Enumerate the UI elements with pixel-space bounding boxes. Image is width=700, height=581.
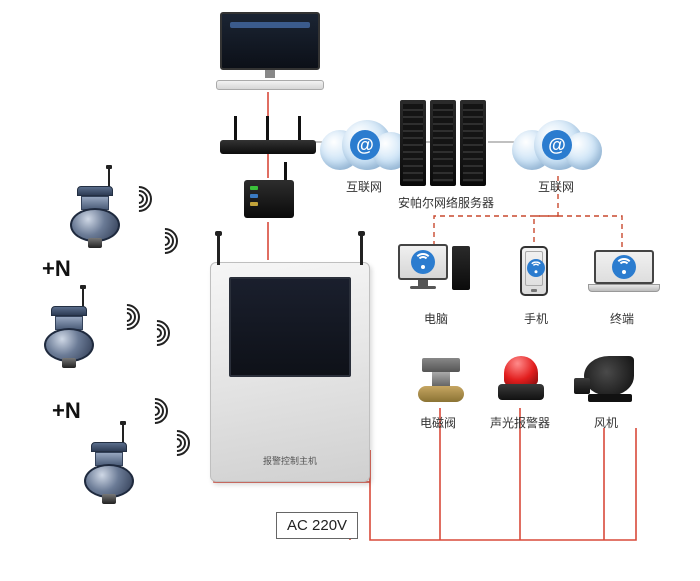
ac-power-label: AC 220V [276,512,358,539]
label-internet: 互联网 [538,178,574,195]
diagram-stage: @ @ 报警控制主机 AC 220V [0,0,700,581]
label-terminal: 终端 [610,310,634,327]
label-server: 安帕尔网络服务器 [398,194,494,211]
wifi-icon [411,250,435,274]
label-pc: 电脑 [424,310,448,327]
wifi-icon [527,259,545,277]
gateway [244,176,294,222]
server-rack [400,100,490,190]
label-internet: 互联网 [346,178,382,195]
alarm-controller: 报警控制主机 [210,262,370,482]
plus-n-label: +N [52,398,81,424]
at-icon: @ [542,130,572,160]
cloud-internet-left: @ [320,118,410,173]
client-phone [520,246,548,296]
at-icon: @ [350,130,380,160]
gas-sensor [78,442,140,502]
controller-label: 报警控制主机 [211,454,369,467]
label-phone: 手机 [524,310,548,327]
audible-visual-alarm [498,356,544,408]
client-pc [398,244,472,304]
label-fan: 风机 [594,414,618,431]
exhaust-fan [574,356,638,410]
cloud-internet-right: @ [512,118,602,173]
client-terminal [588,250,660,296]
gas-sensor [38,306,100,366]
solenoid-valve [418,358,464,408]
workstation-pc [210,12,330,92]
label-alarm: 声光报警器 [490,414,550,431]
label-valve: 电磁阀 [420,414,456,431]
wifi-icon [612,255,636,279]
router [220,118,316,158]
gas-sensor [64,186,126,246]
plus-n-label: +N [42,256,71,282]
